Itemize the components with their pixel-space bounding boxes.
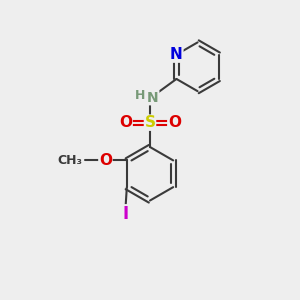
Text: N: N [170, 47, 183, 62]
Text: H: H [134, 89, 145, 102]
Text: CH₃: CH₃ [58, 154, 83, 167]
Text: I: I [122, 205, 128, 223]
Text: O: O [168, 115, 181, 130]
Text: O: O [119, 115, 132, 130]
Text: N: N [147, 91, 159, 105]
Text: S: S [145, 115, 155, 130]
Text: O: O [99, 153, 112, 168]
